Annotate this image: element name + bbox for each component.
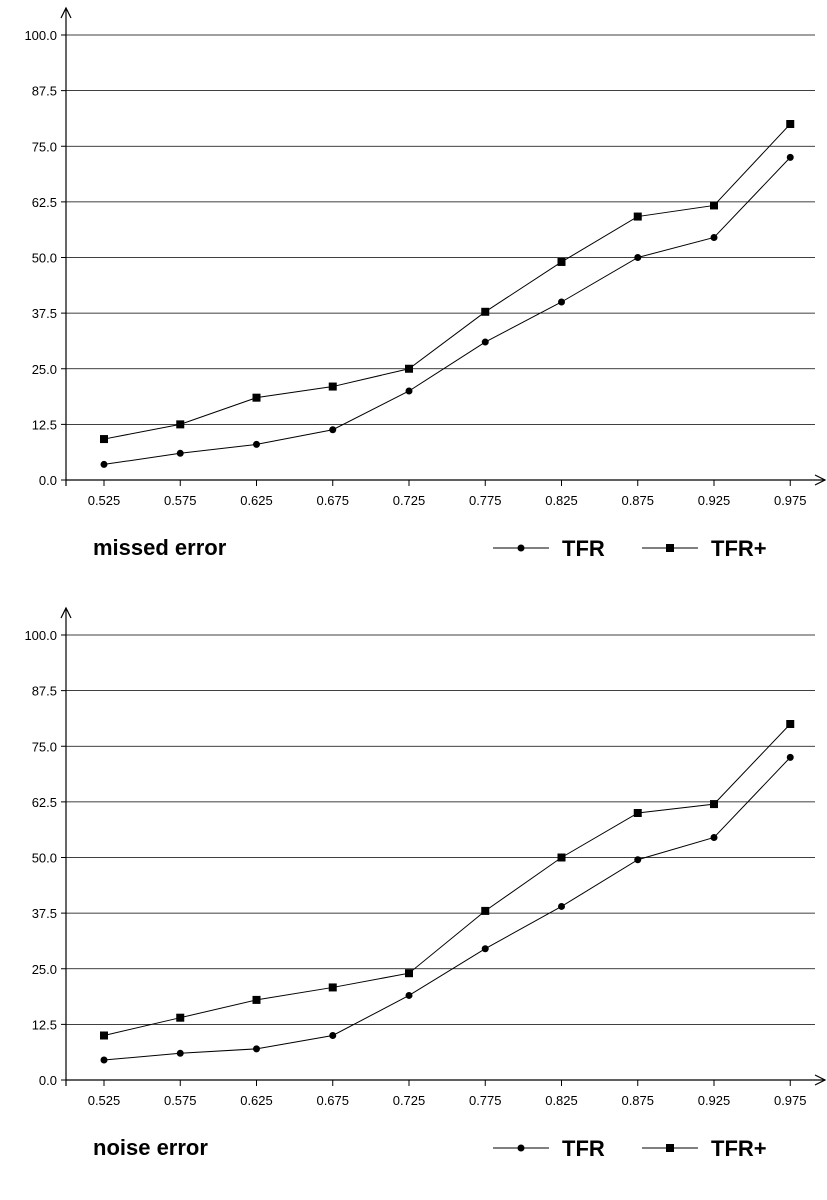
y-tick-label: 87.5 [32,684,57,699]
data-point-tfr [253,1045,260,1053]
x-tick-label: 0.875 [621,493,654,508]
data-point-tfr-plus [481,307,490,316]
y-axis-arrow [60,606,72,619]
data-point-tfr-plus [100,435,108,444]
data-point-tfr-plus [557,257,566,266]
data-point-tfr [786,753,794,761]
y-tick-label: 75.0 [32,139,57,154]
data-point-tfr [329,1032,337,1039]
missed-error-chart: 0.0 12.5 25.0 37.5 50.0 62.5 75.0 87.5 100.0 0.52… [24,6,827,561]
x-tick-label: 0.975 [774,1093,807,1108]
series-line-tfr [103,157,791,465]
data-point-tfr [710,233,718,241]
y-tick-label: 12.5 [32,417,57,432]
x-tick-label: 0.875 [621,1093,654,1108]
series-line-tfr-plus [103,123,791,440]
data-point-tfr-plus [557,853,566,862]
series-line-tfr-plus [103,723,791,1036]
y-tick-label: 87.5 [32,84,57,99]
x-tick-label: 0.675 [316,493,349,508]
x-axis-arrow [814,474,827,486]
legend-label-tfr: TFR [562,1136,605,1161]
y-tick-label: 62.5 [32,195,57,210]
data-point-tfr-plus [786,120,795,128]
data-point-tfr [786,153,794,161]
data-point-tfr-plus [252,995,261,1004]
data-point-tfr-plus [252,393,261,402]
y-tick-label: 50.0 [32,851,57,866]
data-point-tfr [710,833,718,841]
data-point-tfr [558,298,565,306]
data-point-tfr-plus [481,906,490,915]
data-point-tfr [100,460,108,468]
x-tick-label: 0.525 [88,493,121,508]
x-axis-arrow [814,1074,827,1086]
x-tick-label: 0.675 [316,1093,349,1108]
data-point-tfr-plus [786,720,795,728]
legend-label-tfr: TFR [562,536,605,561]
x-tick-label: 0.575 [164,1093,197,1108]
data-point-tfr [329,426,337,434]
data-point-tfr-plus [328,382,337,391]
data-point-tfr-plus [633,212,642,221]
y-tick-label: 25.0 [32,362,57,377]
data-point-tfr [481,338,489,346]
y-tick-label: 100.0 [24,28,57,43]
data-point-tfr [405,991,413,999]
data-point-tfr-plus [176,1013,185,1022]
y-tick-label: 37.5 [32,306,57,321]
data-point-tfr [100,1056,108,1064]
y-tick-label: 25.0 [32,962,57,977]
x-tick-label: 0.975 [774,493,807,508]
x-tick-label: 0.525 [88,1093,121,1108]
data-point-tfr [176,449,184,457]
x-tick-label: 0.925 [698,493,731,508]
x-tick-label: 0.625 [240,493,273,508]
x-tick-label: 0.575 [164,493,197,508]
data-point-tfr [634,254,642,261]
y-tick-label: 75.0 [32,739,57,754]
data-point-tfr [253,440,260,448]
chart-title: missed error [93,535,227,560]
data-point-tfr [405,387,413,395]
legend-marker-tfr-plus [666,1144,674,1152]
x-tick-label: 0.725 [393,493,426,508]
data-point-tfr-plus [405,364,413,373]
data-point-tfr-plus [633,809,642,817]
data-point-tfr-plus [328,983,337,992]
legend-label-tfr-plus: TFR+ [711,1136,767,1161]
data-point-tfr-plus [100,1031,108,1040]
legend-marker-tfr-plus [666,544,674,552]
legend-marker-tfr [517,1144,525,1152]
x-tick-label: 0.825 [545,1093,578,1108]
data-point-tfr-plus [710,201,718,210]
y-tick-label: 100.0 [24,628,57,643]
y-tick-label: 0.0 [39,473,57,488]
data-point-tfr-plus [405,969,413,978]
x-tick-label: 0.725 [393,1093,426,1108]
chart-title: noise error [93,1135,208,1160]
noise-error-chart: 0.0 12.5 25.0 37.5 50.0 62.5 75.0 87.5 100.0 0.52… [24,606,827,1161]
x-tick-label: 0.775 [469,493,502,508]
data-point-tfr-plus [710,800,718,809]
y-tick-label: 50.0 [32,251,57,266]
x-tick-label: 0.775 [469,1093,502,1108]
y-tick-label: 12.5 [32,1017,57,1032]
data-point-tfr [176,1049,184,1057]
y-tick-label: 62.5 [32,795,57,810]
y-axis-arrow [60,6,72,19]
x-tick-label: 0.625 [240,1093,273,1108]
data-point-tfr [634,856,642,864]
y-tick-label: 37.5 [32,906,57,921]
x-tick-label: 0.825 [545,493,578,508]
series-line-tfr [103,757,791,1061]
legend-marker-tfr [517,544,525,552]
legend-label-tfr-plus: TFR+ [711,536,767,561]
data-point-tfr-plus [176,420,185,429]
y-tick-label: 0.0 [39,1073,57,1088]
data-point-tfr [558,902,565,910]
x-tick-label: 0.925 [698,1093,731,1108]
data-point-tfr [481,945,489,953]
